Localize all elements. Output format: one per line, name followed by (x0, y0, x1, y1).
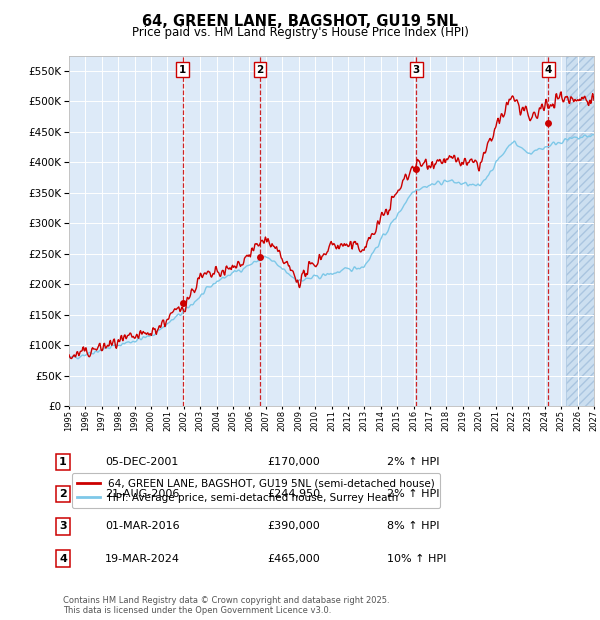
Text: Contains HM Land Registry data © Crown copyright and database right 2025.
This d: Contains HM Land Registry data © Crown c… (63, 596, 389, 615)
Legend: 64, GREEN LANE, BAGSHOT, GU19 5NL (semi-detached house), HPI: Average price, sem: 64, GREEN LANE, BAGSHOT, GU19 5NL (semi-… (71, 473, 440, 508)
Text: 4: 4 (59, 554, 67, 564)
Text: 10% ↑ HPI: 10% ↑ HPI (387, 554, 446, 564)
Text: 2% ↑ HPI: 2% ↑ HPI (387, 489, 439, 499)
Bar (566, 56, 594, 406)
Text: 01-MAR-2016: 01-MAR-2016 (105, 521, 179, 531)
Text: Price paid vs. HM Land Registry's House Price Index (HPI): Price paid vs. HM Land Registry's House … (131, 26, 469, 39)
Text: 21-AUG-2006: 21-AUG-2006 (105, 489, 179, 499)
Text: £170,000: £170,000 (267, 457, 320, 467)
Text: 8% ↑ HPI: 8% ↑ HPI (387, 521, 439, 531)
Text: £244,950: £244,950 (267, 489, 320, 499)
Text: 1: 1 (59, 457, 67, 467)
Text: 1: 1 (179, 64, 186, 74)
Text: 05-DEC-2001: 05-DEC-2001 (105, 457, 178, 467)
Text: 3: 3 (413, 64, 420, 74)
Text: £390,000: £390,000 (267, 521, 320, 531)
Text: 2: 2 (59, 489, 67, 499)
Text: 4: 4 (545, 64, 552, 74)
Text: 19-MAR-2024: 19-MAR-2024 (105, 554, 180, 564)
Text: 2: 2 (256, 64, 263, 74)
Text: 2% ↑ HPI: 2% ↑ HPI (387, 457, 439, 467)
Text: 3: 3 (59, 521, 67, 531)
Text: 64, GREEN LANE, BAGSHOT, GU19 5NL: 64, GREEN LANE, BAGSHOT, GU19 5NL (142, 14, 458, 29)
Text: £465,000: £465,000 (267, 554, 320, 564)
